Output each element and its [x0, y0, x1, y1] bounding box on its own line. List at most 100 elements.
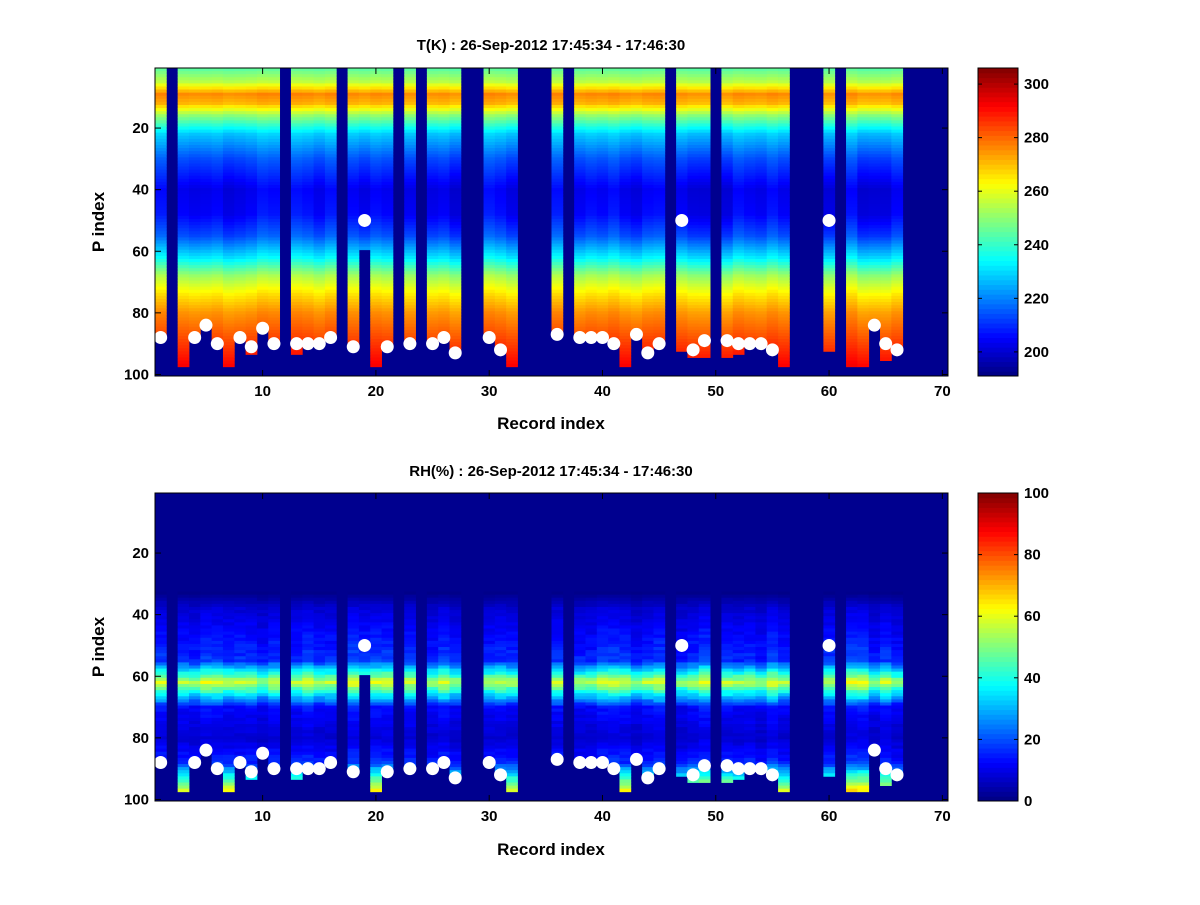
heatmap-cell	[699, 136, 711, 139]
heatmap-cell	[302, 271, 314, 274]
heatmap-cell	[268, 281, 280, 284]
heatmap-cell	[755, 247, 767, 250]
heatmap-cell	[450, 188, 462, 191]
heatmap-cell	[314, 327, 326, 330]
heatmap-cell	[291, 197, 303, 200]
heatmap-cell	[744, 179, 756, 182]
heatmap-cell	[302, 244, 314, 247]
heatmap-cell	[178, 200, 190, 203]
heatmap-cell	[200, 139, 212, 142]
heatmap-cell	[314, 127, 326, 130]
heatmap-cell	[348, 259, 360, 262]
heatmap-cell	[653, 237, 665, 240]
heatmap-cell	[178, 739, 190, 742]
heatmap-cell	[234, 712, 246, 715]
heatmap-cell	[359, 105, 371, 108]
heatmap-cell	[676, 93, 688, 96]
heatmap-cell	[653, 139, 665, 142]
heatmap-cell	[189, 154, 201, 157]
heatmap-cell	[676, 321, 688, 324]
heatmap-cell	[438, 93, 450, 96]
heatmap-cell	[653, 207, 665, 210]
heatmap-cell	[484, 210, 496, 213]
heatmap-cell	[291, 157, 303, 160]
heatmap-cell	[212, 632, 224, 635]
heatmap-cell	[223, 786, 235, 789]
heatmap-cell	[721, 327, 733, 330]
heatmap-cell	[823, 179, 835, 182]
heatmap-cell	[744, 330, 756, 333]
heatmap-cell	[189, 262, 201, 265]
heatmap-cell	[314, 262, 326, 265]
heatmap-cell	[574, 93, 586, 96]
heatmap-cell	[314, 185, 326, 188]
colorbar-segment	[978, 179, 1018, 184]
heatmap-cell	[382, 105, 394, 108]
heatmap-cell	[200, 228, 212, 231]
heatmap-cell	[155, 709, 167, 712]
heatmap-cell	[869, 237, 881, 240]
colorbar-tick-label: 280	[1024, 130, 1049, 147]
heatmap-cell	[234, 68, 246, 71]
heatmap-cell	[178, 650, 190, 653]
heatmap-cell	[178, 354, 190, 357]
heatmap-cell	[268, 231, 280, 234]
heatmap-cell	[382, 336, 394, 339]
heatmap-cell	[268, 284, 280, 287]
heatmap-cell	[155, 80, 167, 83]
heatmap-cell	[608, 151, 620, 154]
heatmap-cell	[608, 222, 620, 225]
heatmap-cell	[223, 675, 235, 678]
heatmap-cell	[438, 133, 450, 136]
heatmap-cell	[427, 308, 439, 311]
heatmap-cell	[733, 259, 745, 262]
heatmap-cell	[619, 127, 631, 130]
heatmap-cell	[404, 142, 416, 145]
heatmap-cell	[880, 194, 892, 197]
heatmap-cell	[506, 314, 518, 317]
heatmap-cell	[268, 200, 280, 203]
heatmap-cell	[212, 96, 224, 99]
heatmap-cell	[438, 160, 450, 163]
heatmap-cell	[642, 317, 654, 320]
heatmap-cell	[268, 188, 280, 191]
heatmap-cell	[314, 83, 326, 86]
heatmap-cell	[676, 253, 688, 256]
heatmap-cell	[178, 755, 190, 758]
heatmap-cell	[653, 290, 665, 293]
heatmap-cell	[450, 71, 462, 74]
heatmap-cell	[325, 222, 337, 225]
heatmap-cell	[857, 160, 869, 163]
heatmap-cell	[495, 105, 507, 108]
heatmap-cell	[767, 213, 779, 216]
heatmap-cell	[370, 167, 382, 170]
heatmap-cell	[574, 302, 586, 305]
heatmap-cell	[223, 213, 235, 216]
heatmap-cell	[642, 290, 654, 293]
heatmap-cell	[778, 204, 790, 207]
heatmap-cell	[676, 105, 688, 108]
heatmap-cell	[234, 690, 246, 693]
heatmap-cell	[212, 592, 224, 595]
heatmap-cell	[246, 287, 258, 290]
heatmap-cell	[506, 237, 518, 240]
heatmap-cell	[200, 314, 212, 317]
heatmap-cell	[438, 228, 450, 231]
heatmap-cell	[189, 130, 201, 133]
heatmap-cell	[404, 86, 416, 89]
heatmap-cell	[178, 317, 190, 320]
heatmap-cell	[155, 117, 167, 120]
heatmap-cell	[155, 622, 167, 625]
heatmap-cell	[484, 145, 496, 148]
heatmap-cell	[234, 259, 246, 262]
heatmap-cell	[223, 308, 235, 311]
heatmap-cell	[552, 302, 564, 305]
heatmap-cell	[608, 268, 620, 271]
heatmap-cell	[223, 277, 235, 280]
heatmap-cell	[506, 281, 518, 284]
heatmap-cell	[223, 176, 235, 179]
heatmap-cell	[778, 314, 790, 317]
heatmap-cell	[370, 160, 382, 163]
heatmap-cell	[721, 182, 733, 185]
heatmap-cell	[200, 237, 212, 240]
